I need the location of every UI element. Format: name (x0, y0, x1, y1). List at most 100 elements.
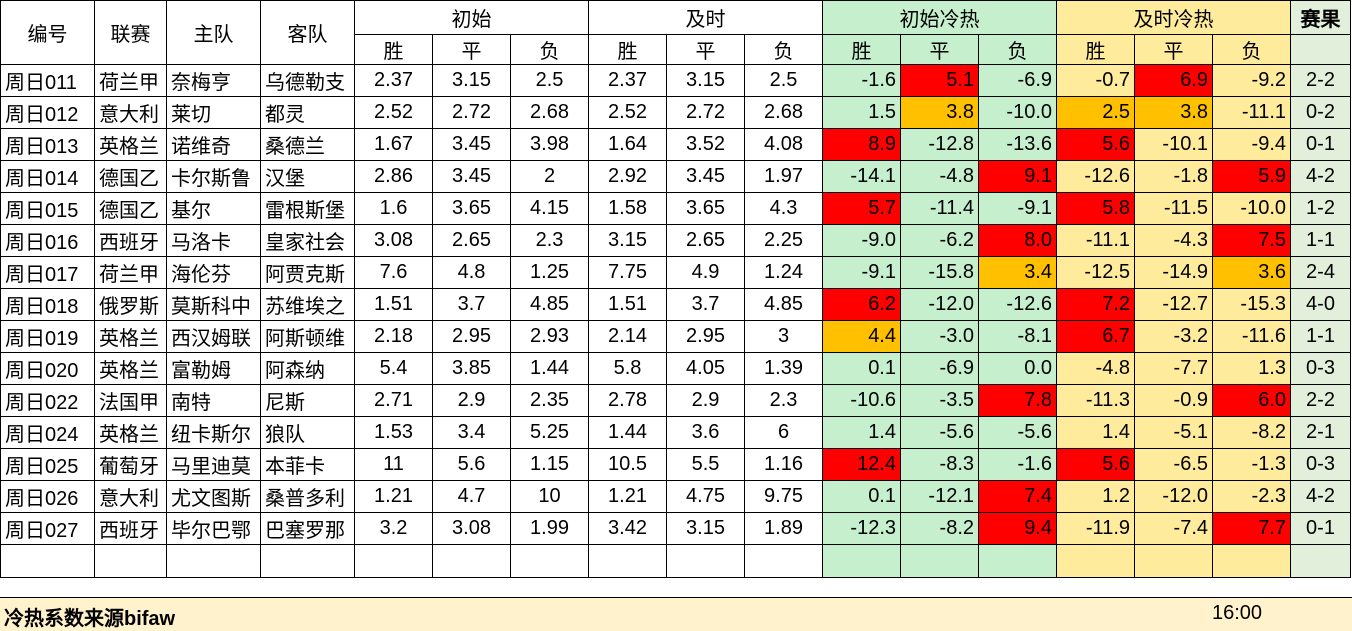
table-row: 周日026 意大利 尤文图斯 桑普多利 1.21 4.7 10 1.21 4.75 9.75 0.1… (0, 480, 1351, 513)
live-heat-value: -4.3 (1134, 224, 1213, 257)
header-league: 联赛 (94, 0, 167, 65)
initial-heat-value: -12.6 (978, 288, 1057, 321)
sub-draw: 平 (432, 34, 511, 65)
initial-heat-value: -5.6 (900, 416, 979, 449)
home-team: 尤文图斯 (166, 480, 261, 513)
initial-odds: 2.93 (510, 320, 589, 353)
home-team: 莱切 (166, 96, 261, 129)
source-note: 冷热系数来源bifaw (4, 608, 176, 630)
initial-odds: 1.53 (354, 416, 433, 449)
odds-table: 编号 联赛 主队 客队 初始 及时 初始冷热 及时冷热 赛果 胜 平 负 胜 平… (0, 0, 1351, 578)
live-heat-value: -6.5 (1134, 448, 1213, 481)
blank-cell (260, 544, 355, 578)
live-heat-value: 2.5 (1056, 96, 1135, 129)
home-team: 毕尔巴鄂 (166, 512, 261, 545)
initial-heat-value: 8.9 (822, 128, 901, 161)
match-id: 周日012 (0, 96, 95, 129)
live-heat-value: -11.1 (1056, 224, 1135, 257)
match-result: 2-1 (1290, 416, 1351, 449)
initial-odds: 2.71 (354, 384, 433, 417)
table-row: 周日022 法国甲 南特 尼斯 2.71 2.9 2.35 2.78 2.9 2.3 -10.6 -3… (0, 384, 1351, 417)
header-result: 赛果 (1290, 0, 1351, 35)
initial-heat-value: -6.9 (900, 352, 979, 385)
live-heat-value: 3.6 (1212, 256, 1291, 289)
initial-heat-value: -14.1 (822, 160, 901, 193)
live-heat-value: 7.7 (1212, 512, 1291, 545)
initial-odds: 2.86 (354, 160, 433, 193)
initial-odds: 3.98 (510, 128, 589, 161)
live-odds: 4.85 (744, 288, 823, 321)
header-row-sub: 胜 平 负 胜 平 负 胜 平 负 胜 平 负 (1, 34, 1351, 65)
live-heat-value: -10.0 (1212, 192, 1291, 225)
sub-loss: 负 (978, 34, 1057, 65)
live-odds: 7.75 (588, 256, 667, 289)
initial-odds: 2.65 (432, 224, 511, 257)
match-id: 周日013 (0, 128, 95, 161)
live-odds: 6 (744, 416, 823, 449)
table-row: 周日013 英格兰 诺维奇 桑德兰 1.67 3.45 3.98 1.64 3.52 4.08 8.… (0, 128, 1351, 161)
live-odds: 1.24 (744, 256, 823, 289)
live-heat-value: -4.8 (1056, 352, 1135, 385)
live-odds: 3.6 (666, 416, 745, 449)
initial-heat-value: 9.1 (978, 160, 1057, 193)
table-row: 周日015 德国乙 基尔 雷根斯堡 1.6 3.65 4.15 1.58 3.65 4.3 5.7-… (0, 192, 1351, 225)
sub-win: 胜 (822, 34, 901, 65)
initial-heat-value: -6.2 (900, 224, 979, 257)
live-heat-value: -11.9 (1056, 512, 1135, 545)
match-id: 周日011 (0, 64, 95, 97)
table-row: 周日024 英格兰 纽卡斯尔 狼队 1.53 3.4 5.25 1.44 3.6 6 1.4 -5.6… (0, 416, 1351, 449)
initial-odds: 2.5 (510, 64, 589, 97)
sub-loss: 负 (1212, 34, 1291, 65)
match-result: 1-2 (1290, 192, 1351, 225)
header-initial: 初始 (354, 0, 589, 35)
initial-odds: 3.2 (354, 512, 433, 545)
live-odds: 1.97 (744, 160, 823, 193)
league-name: 葡萄牙 (94, 448, 167, 481)
live-odds: 2.37 (588, 64, 667, 97)
match-id: 周日024 (0, 416, 95, 449)
away-team: 都灵 (260, 96, 355, 129)
match-result: 2-2 (1290, 384, 1351, 417)
sub-win: 胜 (1056, 34, 1135, 65)
sub-loss: 负 (510, 34, 589, 65)
initial-heat-value: -8.2 (900, 512, 979, 545)
live-heat-value: -0.7 (1056, 64, 1135, 97)
table-row: 周日018 俄罗斯 莫斯科中 苏维埃之 1.51 3.7 4.85 1.51 3.7 4.85 6.… (0, 288, 1351, 321)
live-odds: 5.5 (666, 448, 745, 481)
initial-heat-value: 7.4 (978, 480, 1057, 513)
blank-cell (978, 544, 1057, 578)
initial-heat-value: -12.3 (822, 512, 901, 545)
initial-heat-value: -10.0 (978, 96, 1057, 129)
table-row: 周日019 英格兰 西汉姆联 阿斯顿维 2.18 2.95 2.93 2.14 2.95 3 4.4… (0, 320, 1351, 353)
live-odds: 2.14 (588, 320, 667, 353)
footer-bar: 冷热系数来源bifaw 16:00 (0, 597, 1352, 631)
match-id: 周日018 (0, 288, 95, 321)
live-heat-value: -12.0 (1134, 480, 1213, 513)
blank-cell (94, 544, 167, 578)
live-odds: 3.65 (666, 192, 745, 225)
initial-odds: 3.15 (432, 64, 511, 97)
league-name: 法国甲 (94, 384, 167, 417)
live-odds: 2.78 (588, 384, 667, 417)
table-row: 周日017 荷兰甲 海伦芬 阿贾克斯 7.6 4.8 1.25 7.75 4.9 1.24 -9.1… (0, 256, 1351, 289)
initial-odds: 2.72 (432, 96, 511, 129)
live-odds: 1.44 (588, 416, 667, 449)
header-live-heat: 及时冷热 (1056, 0, 1291, 35)
live-odds: 4.75 (666, 480, 745, 513)
live-odds: 1.89 (744, 512, 823, 545)
live-odds: 3.15 (666, 512, 745, 545)
home-team: 海伦芬 (166, 256, 261, 289)
live-odds: 1.16 (744, 448, 823, 481)
live-heat-value: 1.4 (1056, 416, 1135, 449)
match-id: 周日026 (0, 480, 95, 513)
table-row: 周日020 英格兰 富勒姆 阿森纳 5.4 3.85 1.44 5.8 4.05 1.39 0.1-… (0, 352, 1351, 385)
live-odds: 2.92 (588, 160, 667, 193)
initial-odds: 2.3 (510, 224, 589, 257)
home-team: 奈梅亨 (166, 64, 261, 97)
initial-odds: 1.25 (510, 256, 589, 289)
initial-odds: 1.67 (354, 128, 433, 161)
initial-odds: 4.85 (510, 288, 589, 321)
initial-heat-value: -9.0 (822, 224, 901, 257)
sub-win: 胜 (354, 34, 433, 65)
live-heat-value: 7.2 (1056, 288, 1135, 321)
